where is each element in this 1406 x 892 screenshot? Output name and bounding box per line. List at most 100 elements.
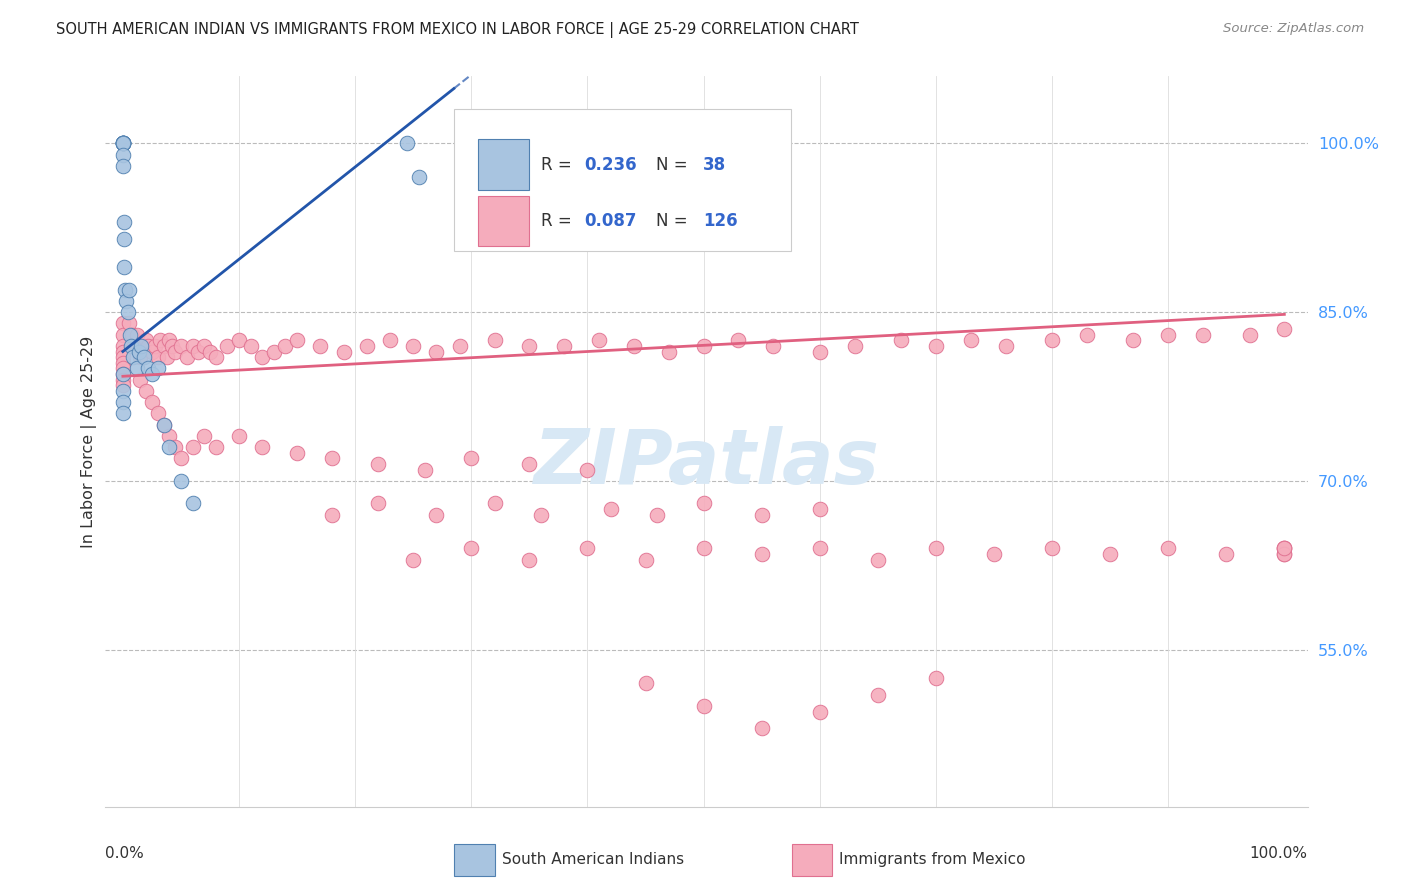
Text: SOUTH AMERICAN INDIAN VS IMMIGRANTS FROM MEXICO IN LABOR FORCE | AGE 25-29 CORRE: SOUTH AMERICAN INDIAN VS IMMIGRANTS FROM… (56, 22, 859, 38)
Point (228, 429, 250, 443)
Point (519, 552, 541, 566)
FancyBboxPatch shape (478, 139, 529, 190)
Point (1099, 547, 1122, 561)
Point (181, 440, 204, 454)
Point (692, 541, 714, 556)
Point (145, 339, 167, 353)
Point (193, 429, 215, 443)
Point (983, 547, 1005, 561)
Point (112, 260, 135, 274)
Point (181, 496, 204, 510)
Point (1215, 547, 1237, 561)
Point (181, 339, 204, 353)
Point (332, 344, 354, 359)
Point (588, 333, 610, 347)
Point (170, 339, 193, 353)
Point (112, 215, 135, 229)
Point (152, 339, 174, 353)
Point (634, 552, 657, 566)
Point (149, 333, 172, 347)
Point (866, 688, 889, 702)
Point (1272, 547, 1295, 561)
Point (658, 344, 681, 359)
Point (111, 339, 134, 353)
Point (120, 339, 142, 353)
Text: N =: N = (657, 156, 693, 174)
Point (808, 705, 831, 719)
Point (1157, 327, 1180, 342)
Point (808, 541, 831, 556)
Point (1272, 547, 1295, 561)
Point (111, 136, 134, 151)
Point (274, 339, 297, 353)
Point (141, 395, 163, 409)
Point (111, 327, 134, 342)
Point (138, 361, 160, 376)
Point (449, 339, 471, 353)
Text: Source: ZipAtlas.com: Source: ZipAtlas.com (1223, 22, 1364, 36)
Point (623, 339, 645, 353)
Point (193, 339, 215, 353)
FancyBboxPatch shape (454, 844, 495, 876)
Text: Immigrants from Mexico: Immigrants from Mexico (839, 853, 1026, 867)
Point (111, 159, 134, 173)
Text: ZIPatlas: ZIPatlas (533, 426, 880, 500)
Point (118, 283, 141, 297)
Point (576, 541, 599, 556)
Point (252, 440, 274, 454)
Point (111, 373, 134, 387)
Point (321, 508, 343, 522)
Point (844, 339, 866, 353)
Point (198, 344, 221, 359)
Point (111, 356, 134, 370)
Point (378, 333, 401, 347)
Point (484, 496, 506, 510)
Text: 126: 126 (703, 212, 738, 230)
Text: 0.0%: 0.0% (105, 846, 145, 861)
Point (309, 339, 332, 353)
Point (156, 350, 179, 364)
Point (111, 147, 134, 161)
Point (576, 463, 599, 477)
Point (125, 361, 148, 376)
Point (634, 676, 657, 690)
Point (402, 552, 425, 566)
Point (925, 339, 948, 353)
Point (132, 350, 155, 364)
Point (146, 361, 169, 376)
Point (111, 136, 134, 151)
Point (599, 502, 621, 516)
FancyBboxPatch shape (478, 195, 529, 246)
Point (170, 451, 193, 466)
Point (118, 327, 141, 342)
Point (111, 384, 134, 398)
Point (1272, 322, 1295, 336)
Point (425, 508, 447, 522)
Point (124, 339, 146, 353)
Point (125, 327, 148, 342)
Point (204, 440, 226, 454)
Point (170, 474, 193, 488)
Text: N =: N = (657, 212, 693, 230)
Point (131, 339, 153, 353)
Point (925, 671, 948, 685)
FancyBboxPatch shape (454, 109, 790, 252)
Point (1040, 541, 1063, 556)
Point (1076, 327, 1098, 342)
Point (176, 350, 198, 364)
Text: 0.087: 0.087 (583, 212, 637, 230)
Point (157, 333, 180, 347)
Point (228, 333, 250, 347)
Point (519, 339, 541, 353)
Point (111, 136, 134, 151)
Point (129, 350, 152, 364)
Point (146, 406, 169, 420)
Point (402, 339, 425, 353)
Point (1040, 333, 1063, 347)
Y-axis label: In Labor Force | Age 25-29: In Labor Force | Age 25-29 (82, 335, 97, 548)
Point (484, 147, 506, 161)
Point (157, 429, 180, 443)
Text: South American Indians: South American Indians (502, 853, 685, 867)
Point (138, 339, 160, 353)
Text: R =: R = (541, 212, 576, 230)
